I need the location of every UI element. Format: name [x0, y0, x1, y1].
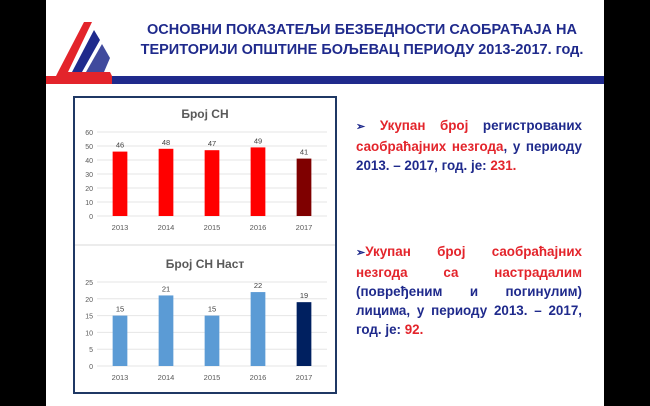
- chart1-data-label: 47: [208, 139, 216, 148]
- bullet-total-accidents: ➢ Укупан број регистрованих саобраћајних…: [356, 116, 582, 175]
- header-accent-navy: [112, 76, 604, 84]
- chart1-bar: [158, 148, 174, 216]
- chart1-xtick-label: 2014: [158, 223, 175, 232]
- chart1-data-label: 48: [162, 138, 170, 147]
- bullet-injury-accidents: ➢Укупан број саобраћајних незгода са нас…: [356, 242, 582, 339]
- chart1-data-label: 46: [116, 141, 124, 150]
- chart2-xtick-label: 2015: [204, 373, 221, 382]
- chart1-xtick-label: 2017: [296, 223, 313, 232]
- chart2-data-label: 19: [300, 291, 308, 300]
- page-title: ОСНОВНИ ПОКАЗАТЕЉИ БЕЗБЕДНОСТИ САОБРАЋАЈ…: [122, 20, 602, 60]
- chart1-bar: [296, 158, 312, 216]
- chart2-ytick-label: 0: [89, 364, 93, 371]
- chart2-bar: [112, 315, 128, 366]
- chart2-xtick-label: 2017: [296, 373, 313, 382]
- chart1-xtick-label: 2016: [250, 223, 267, 232]
- chart1-xtick-label: 2013: [112, 223, 129, 232]
- chart2-ytick-label: 10: [85, 330, 93, 337]
- title-line-1: ОСНОВНИ ПОКАЗАТЕЉИ БЕЗБЕДНОСТИ САОБРАЋАЈ…: [147, 22, 577, 38]
- chart2-bar: [250, 292, 266, 366]
- bullet1-part2: регистрованих: [468, 118, 582, 133]
- chart1-ytick-label: 60: [85, 130, 93, 137]
- chart2-ytick-label: 20: [85, 297, 93, 304]
- bullet-arrow-icon: ➢: [356, 121, 366, 133]
- chart2-ytick-label: 25: [85, 280, 93, 287]
- chart1-xtick-label: 2015: [204, 223, 221, 232]
- chart2-ytick-label: 15: [85, 314, 93, 321]
- chart1-ytick-label: 0: [89, 214, 93, 221]
- chart1-bar: [250, 147, 266, 216]
- title-line-2: ТЕРИТОРИЈИ ОПШТИНЕ БОЉЕВАЦ ПЕРИОДУ 2013-…: [140, 42, 584, 58]
- slide: ОСНОВНИ ПОКАЗАТЕЉИ БЕЗБЕДНОСТИ САОБРАЋАЈ…: [46, 0, 604, 406]
- chart1-ytick-label: 30: [85, 172, 93, 179]
- charts-frame: Број СН 0 10 20 30 40 50 60 46 2013 48 2014 47 2015 49…: [73, 96, 337, 394]
- bullet2-part2: (повређеним и погинулим) лицима, у перио…: [356, 284, 582, 337]
- chart2-data-label: 15: [116, 305, 124, 314]
- chart2-bar: [204, 315, 220, 366]
- bullet1-part3: саобраћајних незгода: [356, 139, 504, 154]
- chart2-data-label: 15: [208, 305, 216, 314]
- chart1-bar: [204, 150, 220, 216]
- logo-icon: [56, 22, 112, 76]
- chart1-title: Број СН: [181, 107, 228, 121]
- chart2-bar: [158, 295, 174, 366]
- bullet1-part4: , у периоду 2013. – 2017, год. је:: [356, 139, 582, 173]
- bullet1-part1: Укупан број: [379, 118, 469, 133]
- bullet2-value: 92.: [404, 322, 424, 337]
- chart2-xtick-label: 2013: [112, 373, 129, 382]
- header-accent-red: [46, 76, 112, 84]
- chart2-xtick-label: 2016: [250, 373, 267, 382]
- chart1-ytick-label: 40: [85, 158, 93, 165]
- chart1-ytick-label: 10: [85, 200, 93, 207]
- chart2-data-label: 21: [162, 284, 170, 293]
- bullet2-part1: Укупан број саобраћајних незгода са наст…: [356, 244, 582, 280]
- bullet1-value: 231.: [490, 158, 517, 173]
- chart2-title: Број СН Наст: [166, 257, 245, 271]
- chart2-bar: [296, 302, 312, 366]
- chart2-xtick-label: 2014: [158, 373, 175, 382]
- chart1-data-label: 41: [300, 148, 308, 157]
- chart1-bar: [112, 151, 128, 216]
- chart1-data-label: 49: [254, 136, 262, 145]
- chart2-ytick-label: 5: [89, 347, 93, 354]
- chart1-ytick-label: 20: [85, 186, 93, 193]
- bullet-arrow-icon: ➢: [356, 247, 366, 259]
- chart2-data-label: 22: [254, 281, 262, 290]
- charts-svg: Број СН010203040506046201348201447201549…: [75, 107, 335, 382]
- chart1-ytick-label: 50: [85, 144, 93, 151]
